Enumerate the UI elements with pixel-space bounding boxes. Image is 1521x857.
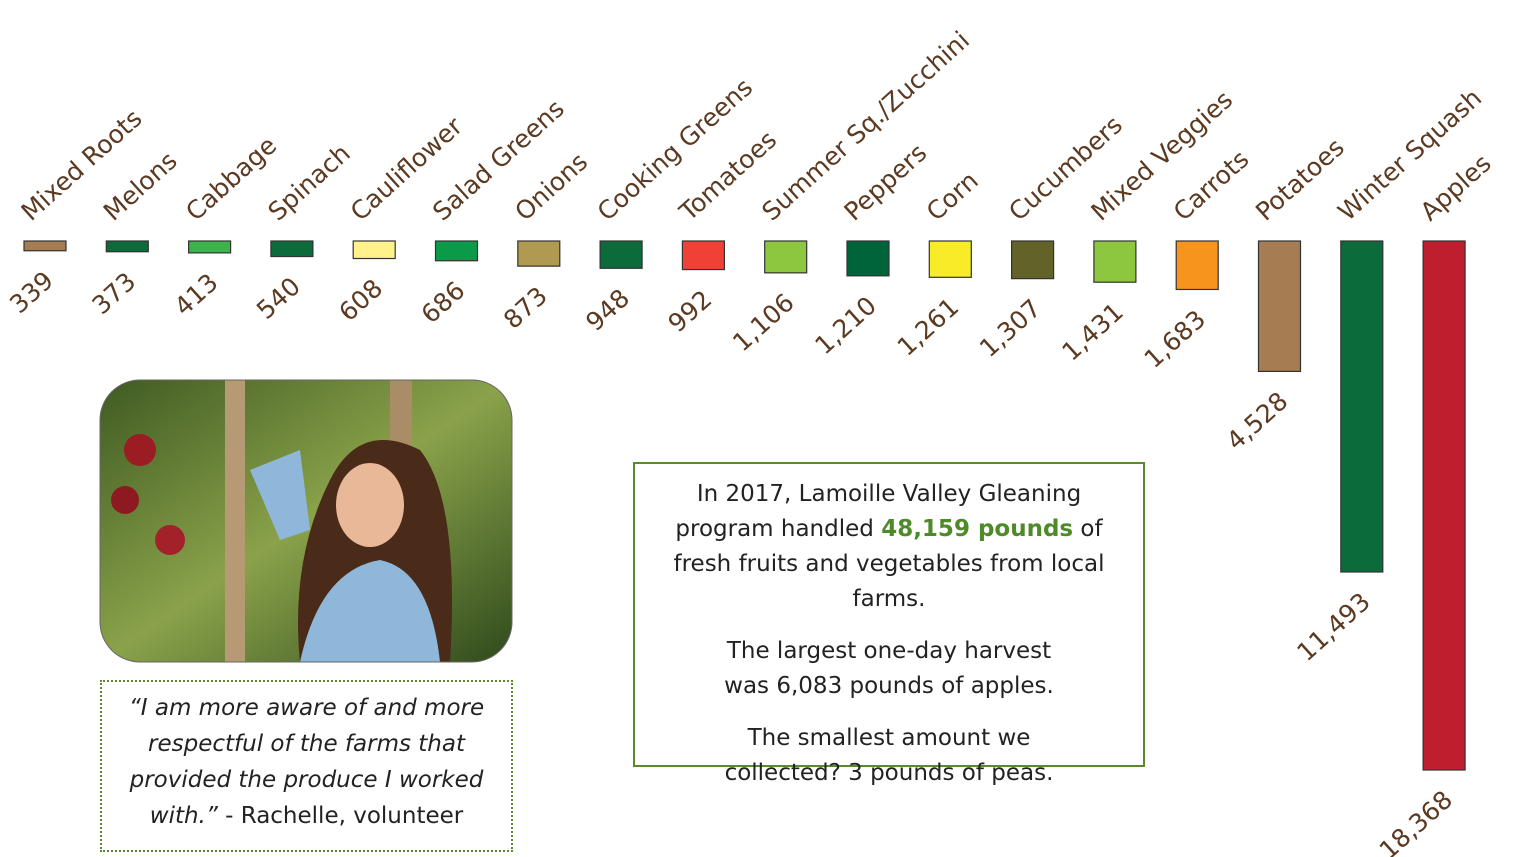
- photo: [100, 380, 512, 662]
- bar: [106, 241, 148, 252]
- value-label: 413: [169, 268, 224, 321]
- value-label: 11,493: [1291, 587, 1375, 667]
- bar: [518, 241, 560, 266]
- info-paragraph: In 2017, Lamoille Valley Gleaning progra…: [645, 477, 1133, 617]
- bar: [353, 241, 395, 259]
- bar: [189, 241, 231, 253]
- value-label: 948: [580, 283, 635, 336]
- value-label: 339: [4, 266, 59, 319]
- bar: [1094, 241, 1136, 282]
- category-label: Mixed Veggies: [1086, 85, 1239, 227]
- value-label: 686: [416, 276, 471, 329]
- value-label: 1,106: [727, 288, 800, 357]
- bar: [682, 241, 724, 270]
- category-label: Cabbage: [180, 131, 282, 227]
- value-label: 992: [663, 284, 718, 337]
- value-label: 1,210: [809, 291, 882, 360]
- value-label: 1,307: [974, 294, 1047, 363]
- bar: [24, 241, 66, 251]
- bar: [436, 241, 478, 261]
- bar: [929, 241, 971, 277]
- value-label: 1,683: [1139, 304, 1212, 373]
- value-label: 608: [333, 273, 388, 326]
- info-highlight: 48,159 pounds: [881, 516, 1073, 542]
- bar: [1423, 241, 1465, 770]
- value-label: 4,528: [1221, 386, 1294, 455]
- info-box: In 2017, Lamoille Valley Gleaning progra…: [633, 462, 1145, 767]
- bar: [1012, 241, 1054, 279]
- value-label: 373: [86, 267, 141, 320]
- bar: [847, 241, 889, 276]
- category-label: Corn: [921, 166, 984, 227]
- page: {"chart_data": {"type": "bar", "categori…: [0, 0, 1521, 857]
- quote-attribution: - Rachelle, volunteer: [218, 803, 463, 829]
- value-label: 540: [251, 271, 306, 324]
- bar: [765, 241, 807, 273]
- value-label: 1,261: [892, 292, 965, 361]
- category-label: Onions: [509, 147, 593, 227]
- category-label: Potatoes: [1250, 133, 1350, 227]
- info-paragraph: The largest one-day harvest was 6,083 po…: [645, 634, 1133, 704]
- bar: [271, 241, 313, 257]
- category-label: Apples: [1415, 149, 1497, 227]
- bar: [600, 241, 642, 268]
- bar: [1341, 241, 1383, 572]
- value-label: 1,431: [1056, 297, 1129, 366]
- value-label: 18,368: [1374, 785, 1458, 857]
- bar: [1259, 241, 1301, 371]
- value-label: 873: [498, 281, 553, 334]
- info-paragraph: The smallest amount we collected? 3 poun…: [645, 721, 1133, 791]
- category-label: Winter Squash: [1332, 83, 1487, 226]
- bar: [1176, 241, 1218, 289]
- quote-box: “I am more aware of and more respectful …: [100, 680, 513, 852]
